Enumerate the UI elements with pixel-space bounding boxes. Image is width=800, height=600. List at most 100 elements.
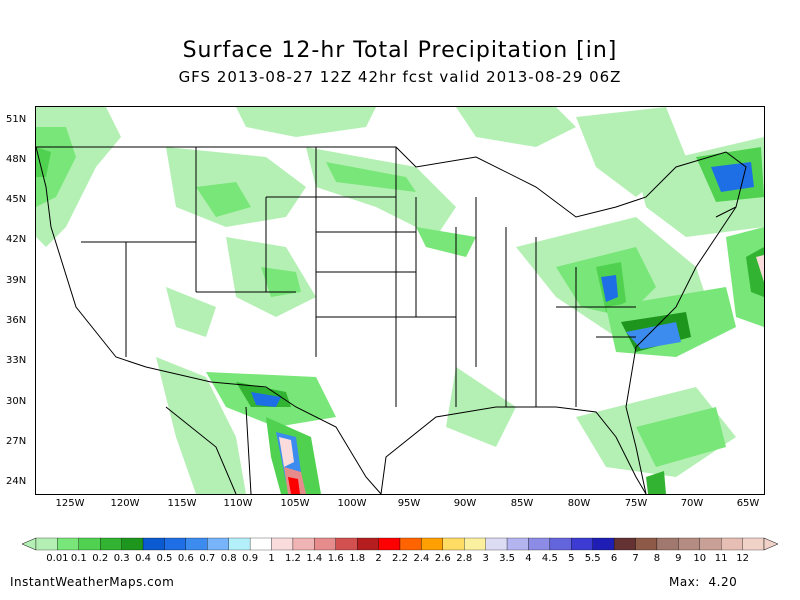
lon-label: 100W [337,498,367,509]
color-scale-label: 11 [714,553,728,564]
color-scale-swatch [678,537,700,551]
color-scale-swatch [592,537,615,551]
map-subtitle: GFS 2013-08-27 12Z 42hr fcst valid 2013-… [178,68,622,86]
color-scale-label: 2.8 [456,553,473,564]
color-scale-swatch [506,537,529,551]
lat-label: 27N [6,436,27,447]
color-scale-label: 1.2 [284,553,301,564]
color-scale-swatch [571,537,593,551]
color-scale-swatch [656,537,679,551]
color-scale-label: 2.2 [392,553,408,564]
max-value: 4.20 [708,575,738,589]
color-scale-labels: 0.01 0.1 0.2 0.3 0.4 0.5 0.6 0.7 0.8 0.9 1 1.2 1.4 1.… [0,553,800,567]
color-scale-label: 1.8 [349,553,366,564]
color-scale-label: 0.5 [156,553,173,564]
color-scale-swatch [721,537,743,551]
map-canvas [36,107,764,494]
lon-label: 80W [567,498,591,509]
color-scale-label: 0.4 [135,553,151,564]
color-scale-swatch [485,537,508,551]
lon-label: 65W [736,498,760,509]
color-scale-swatch [528,537,551,551]
color-scale-swatch [464,537,486,551]
lat-label: 33N [6,355,27,366]
color-scale-label: 0.01 [46,553,69,564]
color-scale-swatch [357,537,379,551]
lon-label: 120W [110,498,140,509]
map-title: Surface 12-hr Total Precipitation [in] [182,38,618,63]
color-scale-label: 3 [482,553,489,564]
source-credit: InstantWeatherMaps.com [10,575,175,589]
lat-label: 39N [6,275,27,286]
lat-label: 42N [6,234,27,245]
lon-label: 110W [223,498,253,509]
color-scale-swatch [57,537,79,551]
color-scale-swatch [207,537,229,551]
color-scale-label: 2 [375,553,382,564]
color-scale-label: 2.4 [413,553,430,564]
color-scale-label: 6 [610,553,618,564]
color-scale-swatch [399,537,422,551]
lon-label: 75W [624,498,648,509]
lon-label: 115W [167,498,197,509]
color-scale-label: 0.3 [113,553,130,564]
color-scale-swatch [271,537,294,551]
lon-label: 105W [280,498,310,509]
color-scale-swatch [421,537,443,551]
color-scale-label: 0.1 [70,553,87,564]
color-scale-label: 1.6 [327,553,344,564]
lat-label: 24N [6,476,27,487]
color-scale-label: 10 [693,553,707,564]
color-scale-label: 0.8 [220,553,237,564]
color-scale-swatch [635,537,658,551]
lon-label: 85W [510,498,534,509]
color-scale-label: 12 [736,553,749,564]
color-scale-swatch [35,537,58,551]
color-scale-swatch [292,537,315,551]
color-scale-swatch [228,537,251,551]
color-scale-swatch [378,537,401,551]
color-scale-label: 8 [653,553,661,564]
color-scale-label: 5.5 [584,553,601,564]
map-borders [36,146,747,494]
color-scale-swatch [121,537,144,551]
color-scale-swatch [699,537,722,551]
color-scale-label: 0.6 [177,553,194,564]
lat-label: 30N [6,396,27,407]
color-scale-label: 0.2 [92,553,109,564]
precipitation-map [35,106,765,495]
color-scale-label: 4 [525,553,532,564]
color-scale-label: 4.5 [541,553,558,564]
color-scale-label: 7 [632,553,639,564]
color-scale-swatch [335,537,358,551]
color-scale-swatch [549,537,572,551]
color-scale-swatch [314,537,336,551]
color-scale-swatch [613,537,636,551]
lat-label: 48N [6,154,27,165]
max-value-readout: Max: 4.20 [669,575,737,589]
color-scale-swatch [185,537,208,551]
lat-label: 45N [6,194,27,205]
lon-label: 125W [55,498,85,509]
color-scale-swatch [164,537,187,551]
lat-label: 51N [6,114,27,125]
color-scale-label: 1 [268,553,275,564]
precipitation-areas [36,107,764,494]
color-scale-label: 3.5 [499,553,515,564]
lon-label: 95W [397,498,421,509]
color-scale-swatch [100,537,122,551]
lat-label: 36N [6,315,27,326]
max-label: Max: [669,575,700,589]
color-scale-label: 5 [568,553,575,564]
color-scale-arrow-right [763,537,778,551]
color-scale-label: 0.7 [199,553,216,564]
color-scale-swatch [249,537,272,551]
color-scale-label: 2.6 [434,553,451,564]
color-scale-label: 9 [675,553,682,564]
color-scale-swatch [442,537,465,551]
precipitation-color-scale [22,537,778,551]
color-scale-arrow-left [22,537,37,551]
color-scale-label: 0.9 [242,553,259,564]
color-scale-label: 1.4 [306,553,323,564]
color-scale-swatch [142,537,165,551]
